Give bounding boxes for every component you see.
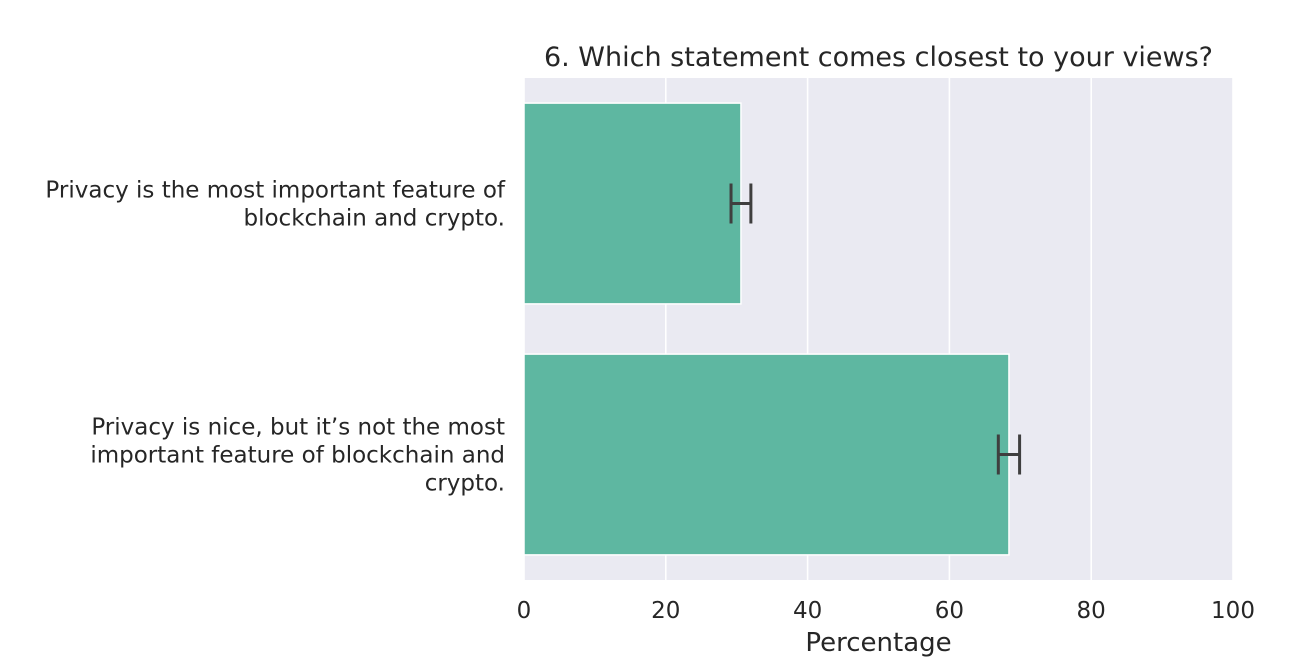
x-axis-label: Percentage: [805, 628, 951, 658]
x-tick-label: 20: [651, 598, 680, 624]
error-bars: [729, 183, 1022, 475]
x-tick-label: 60: [935, 598, 964, 624]
x-tick-labels: 0 20 40 60 80 100: [517, 598, 1255, 624]
chart-title: 6. Which statement comes closest to your…: [544, 42, 1213, 73]
x-tick-label: 80: [1077, 598, 1106, 624]
bar: [523, 102, 742, 305]
x-tick-label: 0: [517, 598, 532, 624]
category-label: Privacy is the most important feature of…: [45, 178, 505, 232]
category-label: Privacy is nice, but it’s not the most im…: [90, 415, 505, 497]
category-labels: Privacy is the most important feature of…: [45, 178, 505, 497]
bar: [523, 353, 1010, 556]
error-bar: [996, 434, 1022, 475]
x-tick-label: 100: [1211, 598, 1255, 624]
error-bar: [729, 183, 753, 224]
x-tick-label: 40: [793, 598, 822, 624]
